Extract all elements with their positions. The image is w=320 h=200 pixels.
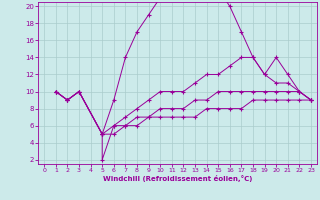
X-axis label: Windchill (Refroidissement éolien,°C): Windchill (Refroidissement éolien,°C)	[103, 175, 252, 182]
